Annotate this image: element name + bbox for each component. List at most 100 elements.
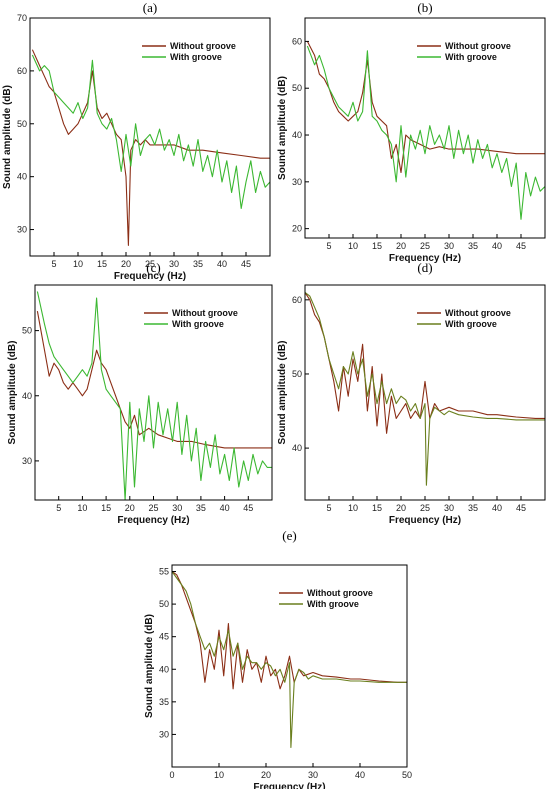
x-tick-label: 15 (372, 503, 382, 513)
x-tick-label: 10 (348, 241, 358, 251)
series-line (304, 292, 545, 434)
series-line (36, 291, 272, 501)
y-tick-label: 50 (292, 83, 302, 93)
x-tick-label: 10 (348, 503, 358, 513)
y-tick-label: 50 (159, 599, 169, 609)
y-tick-label: 50 (22, 326, 32, 336)
x-tick-label: 20 (125, 503, 135, 513)
x-tick-label: 40 (492, 241, 502, 251)
x-tick-label: 50 (402, 770, 412, 780)
y-tick-label: 60 (17, 66, 27, 76)
x-tick-label: 45 (243, 503, 253, 513)
legend-label: With groove (172, 319, 224, 329)
x-tick-label: 10 (77, 503, 87, 513)
x-tick-label: 25 (145, 259, 155, 269)
x-tick-label: 30 (308, 770, 318, 780)
x-tick-label: 40 (355, 770, 365, 780)
y-axis-title: Sound amplitude (dB) (144, 614, 155, 718)
series-line (36, 311, 272, 449)
y-tick-label: 30 (22, 456, 32, 466)
y-tick-label: 40 (292, 130, 302, 140)
y-tick-label: 55 (159, 567, 169, 577)
x-tick-label: 5 (326, 503, 331, 513)
x-tick-label: 15 (372, 241, 382, 251)
legend-label: With groove (307, 599, 359, 609)
panel-label: (e) (282, 528, 296, 543)
x-tick-label: 30 (444, 503, 454, 513)
y-axis-title: Sound amplitude (dB) (7, 341, 18, 445)
panel-label: (a) (143, 0, 157, 15)
panel-label: (b) (417, 0, 432, 15)
x-tick-label: 30 (172, 503, 182, 513)
y-tick-label: 20 (292, 224, 302, 234)
x-tick-label: 15 (101, 503, 111, 513)
legend-label: With groove (170, 52, 222, 62)
series-line (171, 571, 407, 749)
chart-panel: (b) 5 10 15 20 25 30 35 40 45 20 30 40 50 60 Frequency … (277, 0, 546, 264)
y-tick-label: 50 (17, 119, 27, 129)
plot-frame (304, 17, 546, 239)
y-axis-title: Sound amplitude (dB) (277, 341, 288, 445)
y-tick-label: 40 (17, 172, 27, 182)
series-line (31, 49, 270, 246)
x-axis-title: Frequency (Hz) (389, 515, 461, 526)
legend-label: With groove (445, 319, 497, 329)
x-tick-label: 25 (420, 503, 430, 513)
x-tick-label: 30 (444, 241, 454, 251)
x-tick-label: 45 (241, 259, 251, 269)
legend-label: Without groove (170, 41, 236, 51)
chart-panel: (a) 5 10 15 20 25 30 35 40 45 30 40 50 60 70 Frequency … (2, 0, 271, 282)
x-tick-label: 10 (73, 259, 83, 269)
x-tick-label: 40 (217, 259, 227, 269)
x-tick-label: 20 (396, 241, 406, 251)
y-tick-label: 45 (159, 632, 169, 642)
series-line (306, 45, 546, 220)
series-line (31, 54, 271, 209)
x-tick-label: 35 (468, 241, 478, 251)
legend-label: With groove (445, 52, 497, 62)
y-tick-label: 40 (292, 443, 302, 453)
y-tick-label: 60 (292, 36, 302, 46)
y-axis-title: Sound amplitude (dB) (277, 76, 288, 180)
panel-label: (c) (146, 260, 160, 275)
chart-panel: (d) 5 10 15 20 25 30 35 40 45 40 50 60 Frequency (Hz)… (277, 260, 546, 526)
y-tick-label: 30 (292, 177, 302, 187)
x-tick-label: 10 (214, 770, 224, 780)
legend-label: Without groove (445, 41, 511, 51)
x-tick-label: 15 (97, 259, 107, 269)
x-tick-label: 20 (396, 503, 406, 513)
x-tick-label: 5 (51, 259, 56, 269)
x-tick-label: 0 (169, 770, 174, 780)
series-line (304, 291, 545, 486)
y-tick-label: 40 (22, 391, 32, 401)
y-tick-label: 60 (292, 295, 302, 305)
x-tick-label: 20 (261, 770, 271, 780)
chart-panel: (e) 0 10 20 30 40 50 30 35 40 45 50 55 Frequency (Hz)… (144, 528, 412, 789)
panel-label: (d) (417, 260, 432, 275)
x-tick-label: 25 (148, 503, 158, 513)
x-tick-label: 35 (193, 259, 203, 269)
chart-panel: (c) 5 10 15 20 25 30 35 40 45 30 40 50 Frequency (Hz)… (7, 260, 273, 526)
x-tick-label: 5 (56, 503, 61, 513)
x-tick-label: 45 (516, 241, 526, 251)
legend-label: Without groove (307, 588, 373, 598)
x-axis-title: Frequency (Hz) (253, 782, 325, 789)
y-axis-title: Sound amplitude (dB) (2, 85, 13, 189)
legend-label: Without groove (172, 308, 238, 318)
x-tick-label: 35 (468, 503, 478, 513)
y-tick-label: 35 (159, 697, 169, 707)
y-tick-label: 30 (159, 729, 169, 739)
x-axis-title: Frequency (Hz) (117, 515, 189, 526)
x-axis-title: Frequency (Hz) (389, 253, 461, 264)
x-tick-label: 30 (169, 259, 179, 269)
x-tick-label: 5 (326, 241, 331, 251)
x-tick-label: 25 (420, 241, 430, 251)
plot-frame (29, 17, 271, 257)
y-tick-label: 30 (17, 225, 27, 235)
y-tick-label: 40 (159, 664, 169, 674)
x-tick-label: 40 (492, 503, 502, 513)
x-tick-label: 45 (516, 503, 526, 513)
x-tick-label: 20 (121, 259, 131, 269)
x-tick-label: 35 (196, 503, 206, 513)
